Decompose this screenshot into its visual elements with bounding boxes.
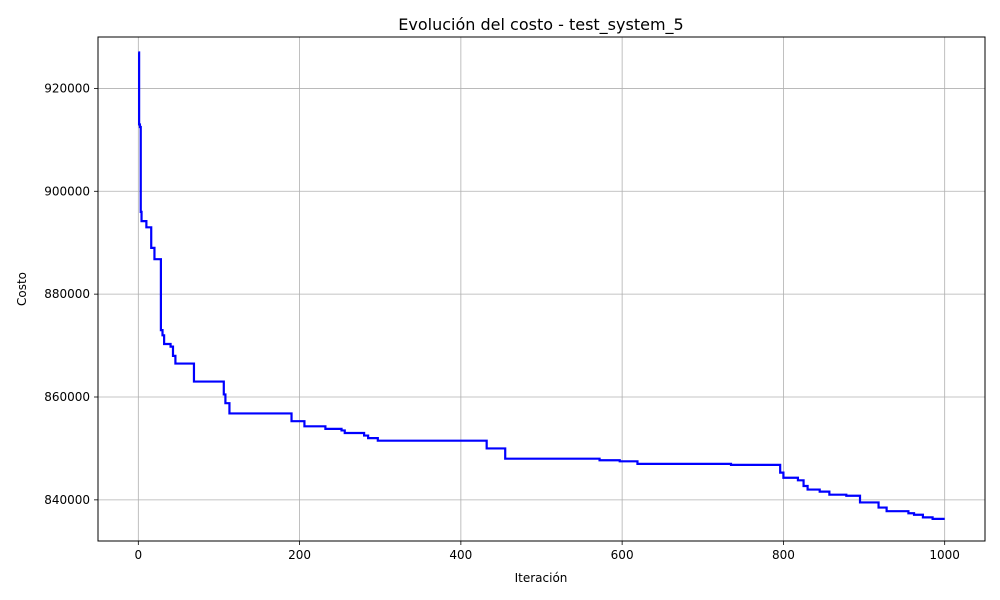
series-line-cost — [138, 51, 945, 520]
x-tick-label: 800 — [772, 548, 795, 562]
y-tick-label: 840000 — [44, 493, 90, 507]
series-layer — [138, 51, 945, 520]
grid-lines — [98, 37, 985, 541]
chart-title: Evolución del costo - test_system_5 — [398, 15, 683, 35]
x-axis-label: Iteración — [515, 571, 568, 585]
y-tick-label: 860000 — [44, 390, 90, 404]
x-tick-label: 400 — [449, 548, 472, 562]
y-axis-ticks: 840000 860000 880000 900000 920000 — [44, 81, 98, 507]
y-tick-label: 880000 — [44, 287, 90, 301]
plot-frame — [97, 36, 986, 542]
x-tick-label: 1000 — [929, 548, 960, 562]
y-axis-label: Costo — [15, 272, 29, 306]
x-tick-label: 600 — [611, 548, 634, 562]
x-axis-ticks: 0 200 400 600 800 1000 — [134, 541, 960, 562]
x-tick-label: 200 — [288, 548, 311, 562]
y-tick-label: 900000 — [44, 184, 90, 198]
y-tick-label: 920000 — [44, 81, 90, 95]
x-tick-label: 0 — [134, 548, 142, 562]
